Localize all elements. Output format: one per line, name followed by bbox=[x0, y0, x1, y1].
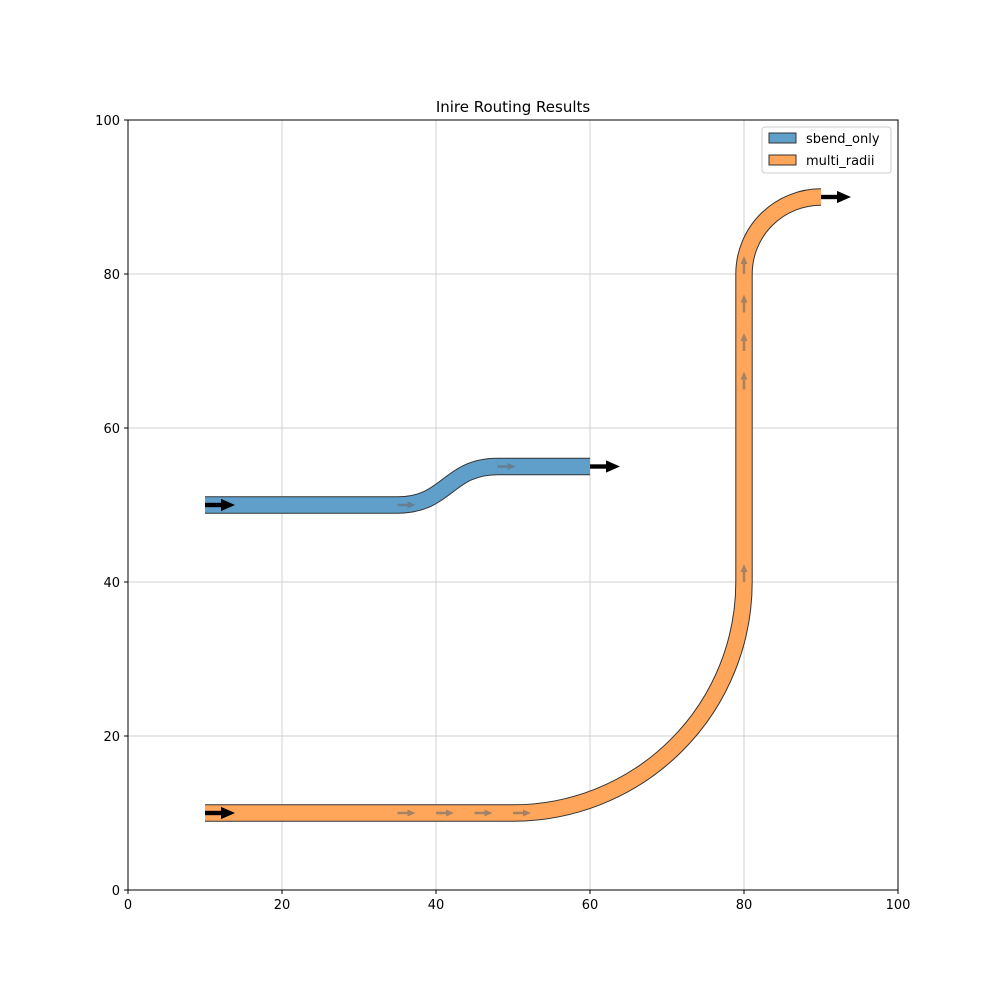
sbend_only-port-arrow bbox=[590, 460, 620, 473]
axes-frame bbox=[127, 119, 899, 891]
sbend_only-direction-marker-head bbox=[407, 501, 416, 509]
multi_radii-port-arrow-head bbox=[837, 190, 851, 204]
multi_radii-direction-marker bbox=[740, 371, 748, 390]
x-tick-label: 60 bbox=[582, 898, 599, 913]
ticks: 0 20 40 60 80 100 0 20 40 60 80 100 bbox=[95, 114, 910, 913]
y-tick-label: 100 bbox=[95, 114, 120, 129]
sbend_only-port-arrow-head bbox=[221, 498, 235, 512]
x-tick-label: 0 bbox=[124, 898, 132, 913]
x-tick-label: 40 bbox=[428, 898, 445, 913]
multi_radii-direction-marker-head bbox=[740, 333, 748, 341]
y-tick-label: 0 bbox=[112, 884, 120, 899]
multi_radii-port-arrow bbox=[821, 190, 851, 204]
multi_radii-direction-marker bbox=[474, 809, 493, 817]
x-tick-label: 20 bbox=[274, 898, 291, 913]
sbend_only-port-arrow-head bbox=[606, 460, 620, 473]
multi_radii-direction-marker-head bbox=[740, 294, 748, 303]
sbend_only-port-arrow bbox=[205, 498, 235, 512]
routes bbox=[205, 188, 851, 822]
multi_radii-direction-marker-head bbox=[484, 809, 493, 817]
multi_radii-direction-marker-head bbox=[446, 809, 454, 817]
multi_radii-port-arrow-head bbox=[221, 806, 235, 820]
sbend_only-segment bbox=[397, 458, 498, 513]
multi_radii-direction-marker bbox=[740, 294, 748, 313]
multi_radii-direction-marker bbox=[740, 256, 748, 274]
legend-label-multi-radii: multi_radii bbox=[806, 154, 875, 169]
y-tick-label: 80 bbox=[103, 268, 120, 283]
multi_radii-direction-marker bbox=[513, 809, 531, 817]
multi_radii-direction-marker bbox=[436, 809, 454, 817]
x-tick-label: 80 bbox=[736, 898, 753, 913]
sbend_only-direction-marker bbox=[397, 501, 416, 509]
y-tick-label: 40 bbox=[103, 576, 120, 591]
multi_radii-direction-marker bbox=[740, 333, 748, 351]
legend: sbend_only multi_radii bbox=[761, 126, 892, 174]
sbend_only-direction-marker bbox=[497, 463, 516, 470]
multi_radii-port-arrow bbox=[205, 806, 235, 820]
multi_radii-direction-marker-head bbox=[407, 809, 416, 817]
multi_radii-direction-marker-head bbox=[740, 371, 748, 380]
chart-title: Inire Routing Results bbox=[436, 98, 591, 116]
multi_radii-direction-marker bbox=[740, 564, 748, 582]
multi_radii-segment bbox=[736, 189, 822, 275]
x-tick-label: 100 bbox=[886, 898, 911, 913]
multi_radii-segment bbox=[512, 581, 752, 821]
multi_radii-direction-marker-head bbox=[523, 809, 531, 817]
y-tick-label: 60 bbox=[103, 422, 120, 437]
multi_radii-direction-marker-head bbox=[740, 564, 748, 572]
multi_radii-direction-marker bbox=[397, 809, 416, 817]
multi_radii-direction-marker-head bbox=[740, 256, 748, 264]
sbend_only-direction-marker-head bbox=[507, 463, 516, 470]
legend-label-sbend-only: sbend_only bbox=[806, 132, 880, 147]
legend-swatch-sbend-only bbox=[768, 132, 797, 144]
legend-swatch-multi-radii bbox=[768, 154, 797, 166]
y-tick-label: 20 bbox=[103, 730, 120, 745]
